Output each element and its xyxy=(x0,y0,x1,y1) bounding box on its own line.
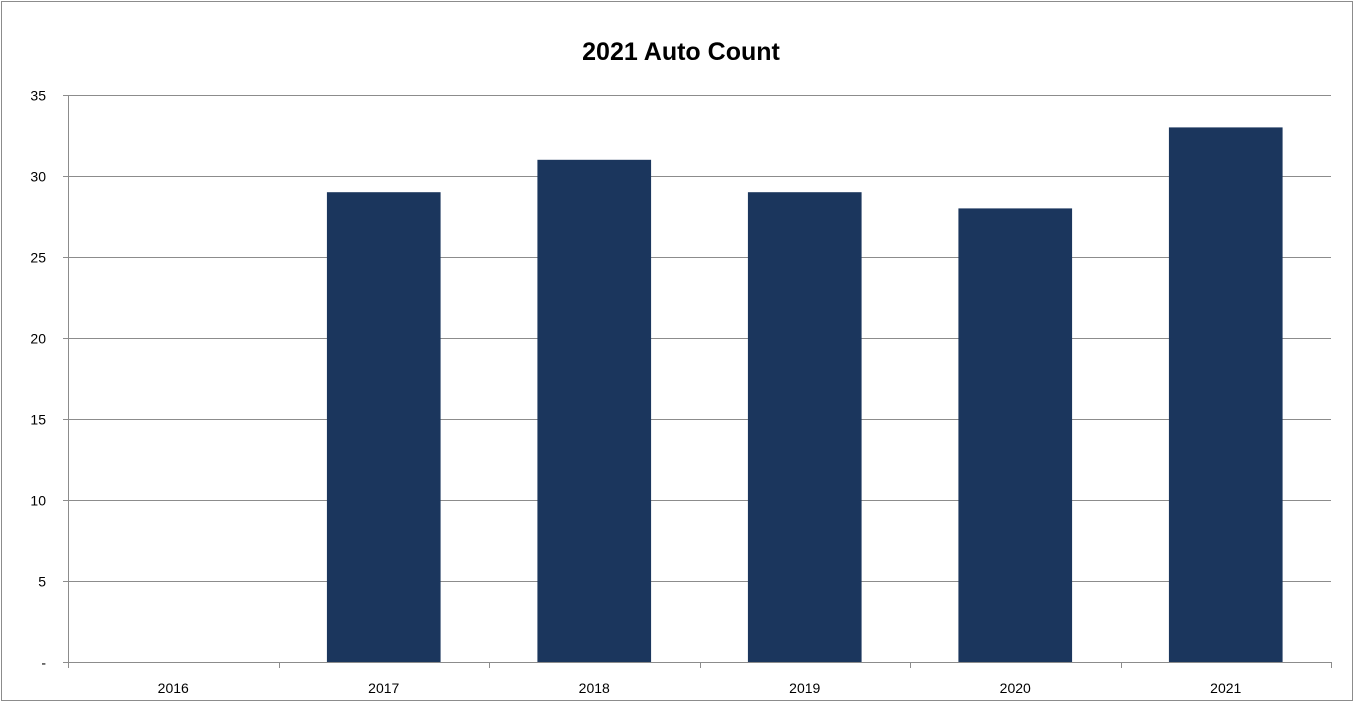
y-tick-label: 10 xyxy=(30,493,46,509)
y-tick-labels: - 5 10 15 20 25 30 35 xyxy=(30,88,46,671)
bar xyxy=(958,208,1073,662)
y-tick-label: 30 xyxy=(30,169,46,185)
chart-title: 2021 Auto Count xyxy=(582,38,780,66)
x-tick-labels: 2016 2017 2018 2019 2020 2021 xyxy=(158,680,1242,696)
bars xyxy=(326,127,1283,663)
y-tick-label: - xyxy=(41,655,46,671)
y-tick-label: 15 xyxy=(30,412,46,428)
x-tick-label: 2018 xyxy=(579,680,610,696)
y-tick-label: 35 xyxy=(30,88,46,104)
y-tick-label: 20 xyxy=(30,331,46,347)
bar xyxy=(1168,127,1283,662)
x-tick-label: 2017 xyxy=(368,680,399,696)
x-tick-label: 2019 xyxy=(789,680,820,696)
y-tick-label: 25 xyxy=(30,250,46,266)
axes xyxy=(63,95,1332,668)
bar xyxy=(537,159,652,663)
bar xyxy=(747,192,862,662)
bar xyxy=(326,192,441,662)
y-tick-label: 5 xyxy=(38,574,46,590)
x-tick-label: 2020 xyxy=(1000,680,1031,696)
x-tick-label: 2016 xyxy=(158,680,189,696)
gridlines xyxy=(63,95,1331,582)
x-tick-label: 2021 xyxy=(1210,680,1241,696)
